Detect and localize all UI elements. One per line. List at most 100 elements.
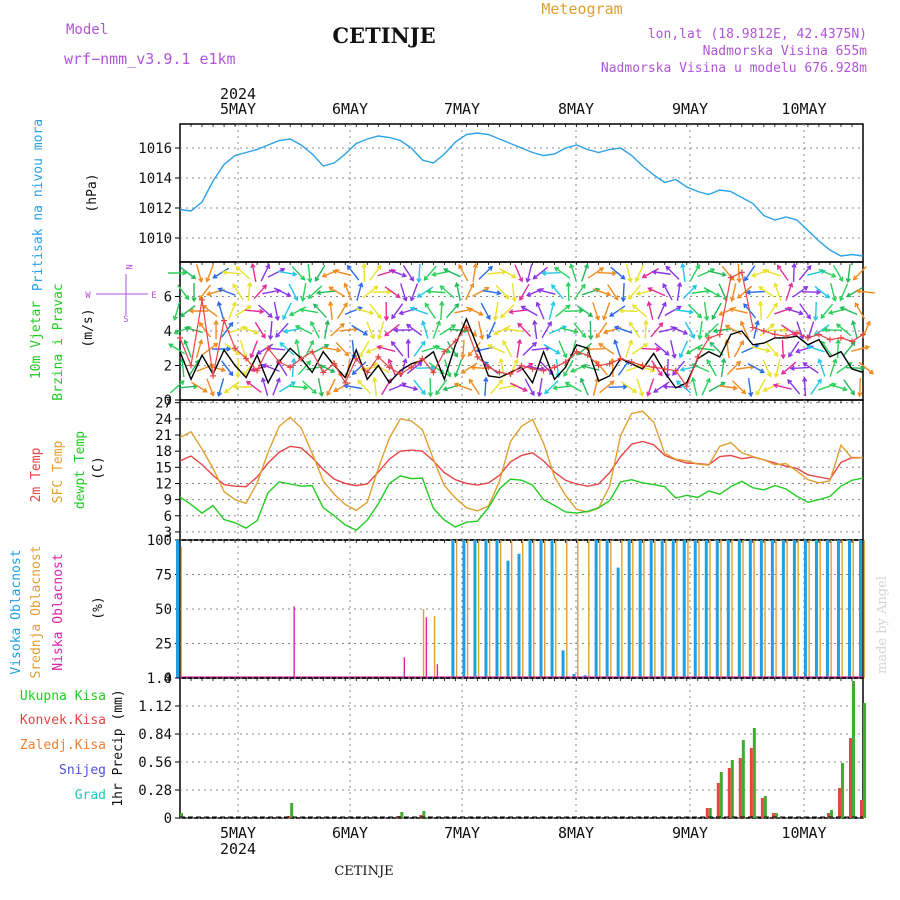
wind-arrow-head <box>294 325 301 330</box>
wind-arrow <box>461 362 478 374</box>
footer-title: CETINJE <box>334 864 393 879</box>
wind-arrow-head <box>852 275 858 281</box>
gust-point <box>771 331 778 338</box>
wind-arrow <box>576 305 593 317</box>
legend-total-rain: Ukupna Kisa <box>20 689 106 704</box>
wind-arrow <box>744 265 756 281</box>
dewpt-line <box>179 475 864 532</box>
wind-arrow <box>202 305 218 317</box>
wind-arrow-head <box>682 329 689 335</box>
wind-arrow <box>747 377 752 397</box>
wind-arrow-head <box>435 320 441 326</box>
total-precip-bar <box>422 811 426 818</box>
wind-panel: 0 2 4 6 <box>164 261 876 409</box>
wind-arrow <box>278 270 297 276</box>
wind-arrow-head <box>508 309 514 315</box>
wind-arrow <box>273 302 279 320</box>
wind-arrow <box>832 264 844 282</box>
wind-arrow-head <box>579 377 585 383</box>
high-cloud-bar <box>671 540 675 678</box>
high-cloud-bar <box>781 540 785 678</box>
wind-arrow <box>599 380 615 394</box>
conv-precip-bar <box>727 768 731 818</box>
wind-arrow <box>731 283 737 301</box>
wind-arrow-head <box>662 384 668 390</box>
wind-arrow <box>400 283 407 301</box>
wind-arrow <box>597 271 616 275</box>
wind-arrow <box>823 328 842 332</box>
gust-point <box>342 379 349 386</box>
wind-arrow <box>488 344 505 354</box>
wind-arrow <box>543 343 560 355</box>
wind-arrow-head <box>789 365 795 371</box>
top-date-tick: 7MAY <box>444 100 480 118</box>
high-cloud-bar <box>748 540 752 678</box>
gust-point <box>309 348 316 355</box>
wind-arrow <box>592 288 611 296</box>
mid-cloud-bar <box>533 540 535 678</box>
wind-arrow-head <box>286 292 292 297</box>
wind-arrow <box>851 346 869 352</box>
gust-point <box>804 334 811 341</box>
wind-arrow-head <box>402 357 408 364</box>
wind-arrow <box>254 321 266 339</box>
gust-point <box>727 274 734 281</box>
wind-arrow <box>664 306 681 316</box>
wind-arrow <box>663 385 682 389</box>
wind-arrow-head <box>806 314 811 320</box>
model-name: wrf−nmm_v3.9.1 e1km <box>64 50 236 68</box>
wind-arrow-head <box>655 346 662 352</box>
wind-arrow-head <box>780 369 787 375</box>
top-date-tick: 10MAY <box>781 100 826 118</box>
wind-arrow-head <box>765 347 771 353</box>
wind-arrow-head <box>651 269 657 275</box>
wind-arrow <box>351 324 368 336</box>
top-date-tick: 8MAY <box>558 100 594 118</box>
wind-arrow <box>184 340 192 358</box>
wind-arrow <box>679 340 689 358</box>
wind-arrow-head <box>496 290 502 296</box>
wind-arrow-head <box>594 315 600 321</box>
wind-arrow <box>413 341 426 357</box>
wind-arrow <box>665 266 680 280</box>
wind-arrow-head <box>552 385 558 391</box>
wind-arrow <box>308 285 323 299</box>
wind-arrow-head <box>782 327 789 333</box>
wind-arrow <box>202 343 218 355</box>
wind-arrow-head <box>641 273 647 279</box>
mid-cloud-bar <box>786 540 788 678</box>
wind-arrow-head <box>695 345 701 351</box>
gust-point <box>837 334 844 341</box>
wind-arrow-head <box>676 281 683 288</box>
wind-arrow-head <box>332 268 338 275</box>
wind-arrow <box>526 365 545 371</box>
wind-arrow-head <box>445 348 452 354</box>
high-cloud-bar <box>462 540 466 678</box>
sfc-ylabel: SFC Temp <box>51 441 66 504</box>
top-date-labels: 5MAY 6MAY 7MAY 8MAY 9MAY 10MAY <box>220 100 827 118</box>
wind-arrow-head <box>402 296 408 302</box>
gust-point <box>716 331 723 338</box>
gust-point <box>386 364 393 371</box>
y-tick-label: 6 <box>164 509 172 525</box>
wind-arrow-head <box>773 282 779 288</box>
wind-arrow <box>573 284 586 300</box>
wind-arrow-head <box>468 378 474 384</box>
y-tick-label: 1016 <box>138 141 172 157</box>
wind-arrow <box>740 321 750 339</box>
wind-arrow <box>217 378 225 396</box>
wind-arrow <box>647 378 655 396</box>
wind-arrow-head <box>261 363 267 369</box>
wind-arrow-head <box>665 265 671 271</box>
wind-arrow-head <box>191 297 197 303</box>
high-cloud-bar <box>770 540 774 678</box>
wind-arrow <box>499 267 516 279</box>
wind-arrow <box>253 284 267 300</box>
wind-arrow <box>563 359 574 377</box>
wind-arrow <box>785 307 803 315</box>
wind-arrow <box>614 326 633 334</box>
wind-arrow-head <box>787 379 793 385</box>
wind-arrow <box>288 283 298 301</box>
wind-arrow <box>666 358 669 378</box>
wind-arrow <box>788 341 800 357</box>
